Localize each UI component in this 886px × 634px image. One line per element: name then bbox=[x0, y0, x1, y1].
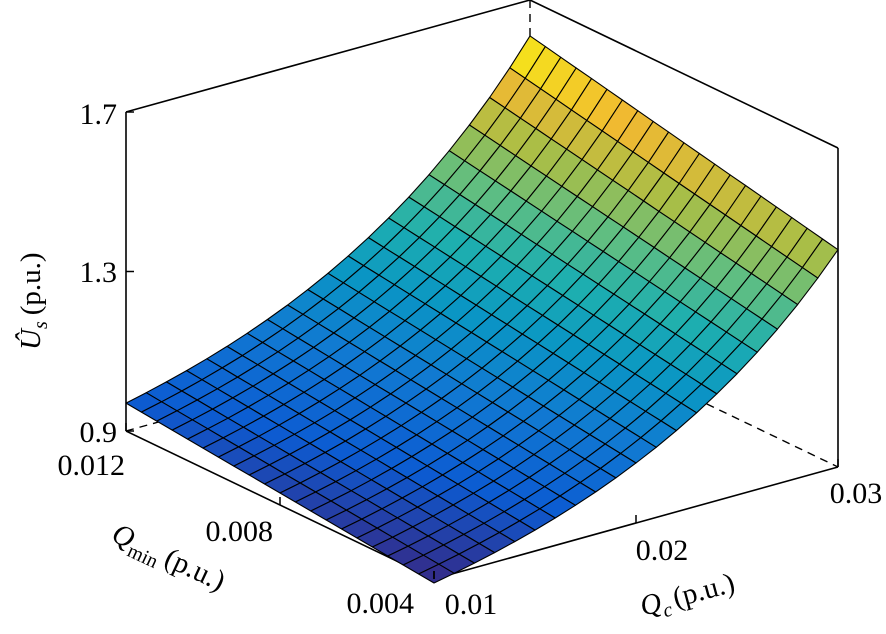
surface-mesh bbox=[125, 35, 839, 584]
z-tick-label: 1.3 bbox=[80, 256, 118, 289]
y-tick-label: 0.004 bbox=[347, 587, 415, 620]
x-tick-label: 0.03 bbox=[830, 477, 883, 510]
y-tick-label: 0.008 bbox=[206, 515, 274, 548]
x-tick-label: 0.01 bbox=[445, 588, 498, 621]
z-axis-label-subscript: s bbox=[30, 321, 52, 329]
z-tick-label: 0.9 bbox=[80, 416, 118, 449]
surface-cell bbox=[418, 563, 455, 584]
box-top-right-edge bbox=[529, 0, 839, 149]
z-axis-label-symbol: Û bbox=[14, 327, 47, 350]
x-axis-label-subscript: c bbox=[661, 599, 675, 623]
y-tick-label: 0.012 bbox=[58, 449, 126, 482]
box-top-left-edge bbox=[125, 0, 531, 113]
z-axis-label: Ûs (p.u.) bbox=[14, 252, 52, 350]
axis-ticks: 1.7 1.3 0.9 0.012 0.008 0.004 0.01 0.02 … bbox=[58, 98, 883, 621]
x-tick-label: 0.02 bbox=[636, 534, 689, 567]
x-axis-label-unit: (p.u.) bbox=[669, 567, 738, 614]
z-tick-label: 1.7 bbox=[80, 98, 118, 131]
z-axis-label-unit: (p.u.) bbox=[15, 252, 47, 315]
y-axis-label-unit: (p.u.) bbox=[160, 542, 230, 598]
x-axis-label: Qc(p.u.) bbox=[637, 567, 740, 628]
